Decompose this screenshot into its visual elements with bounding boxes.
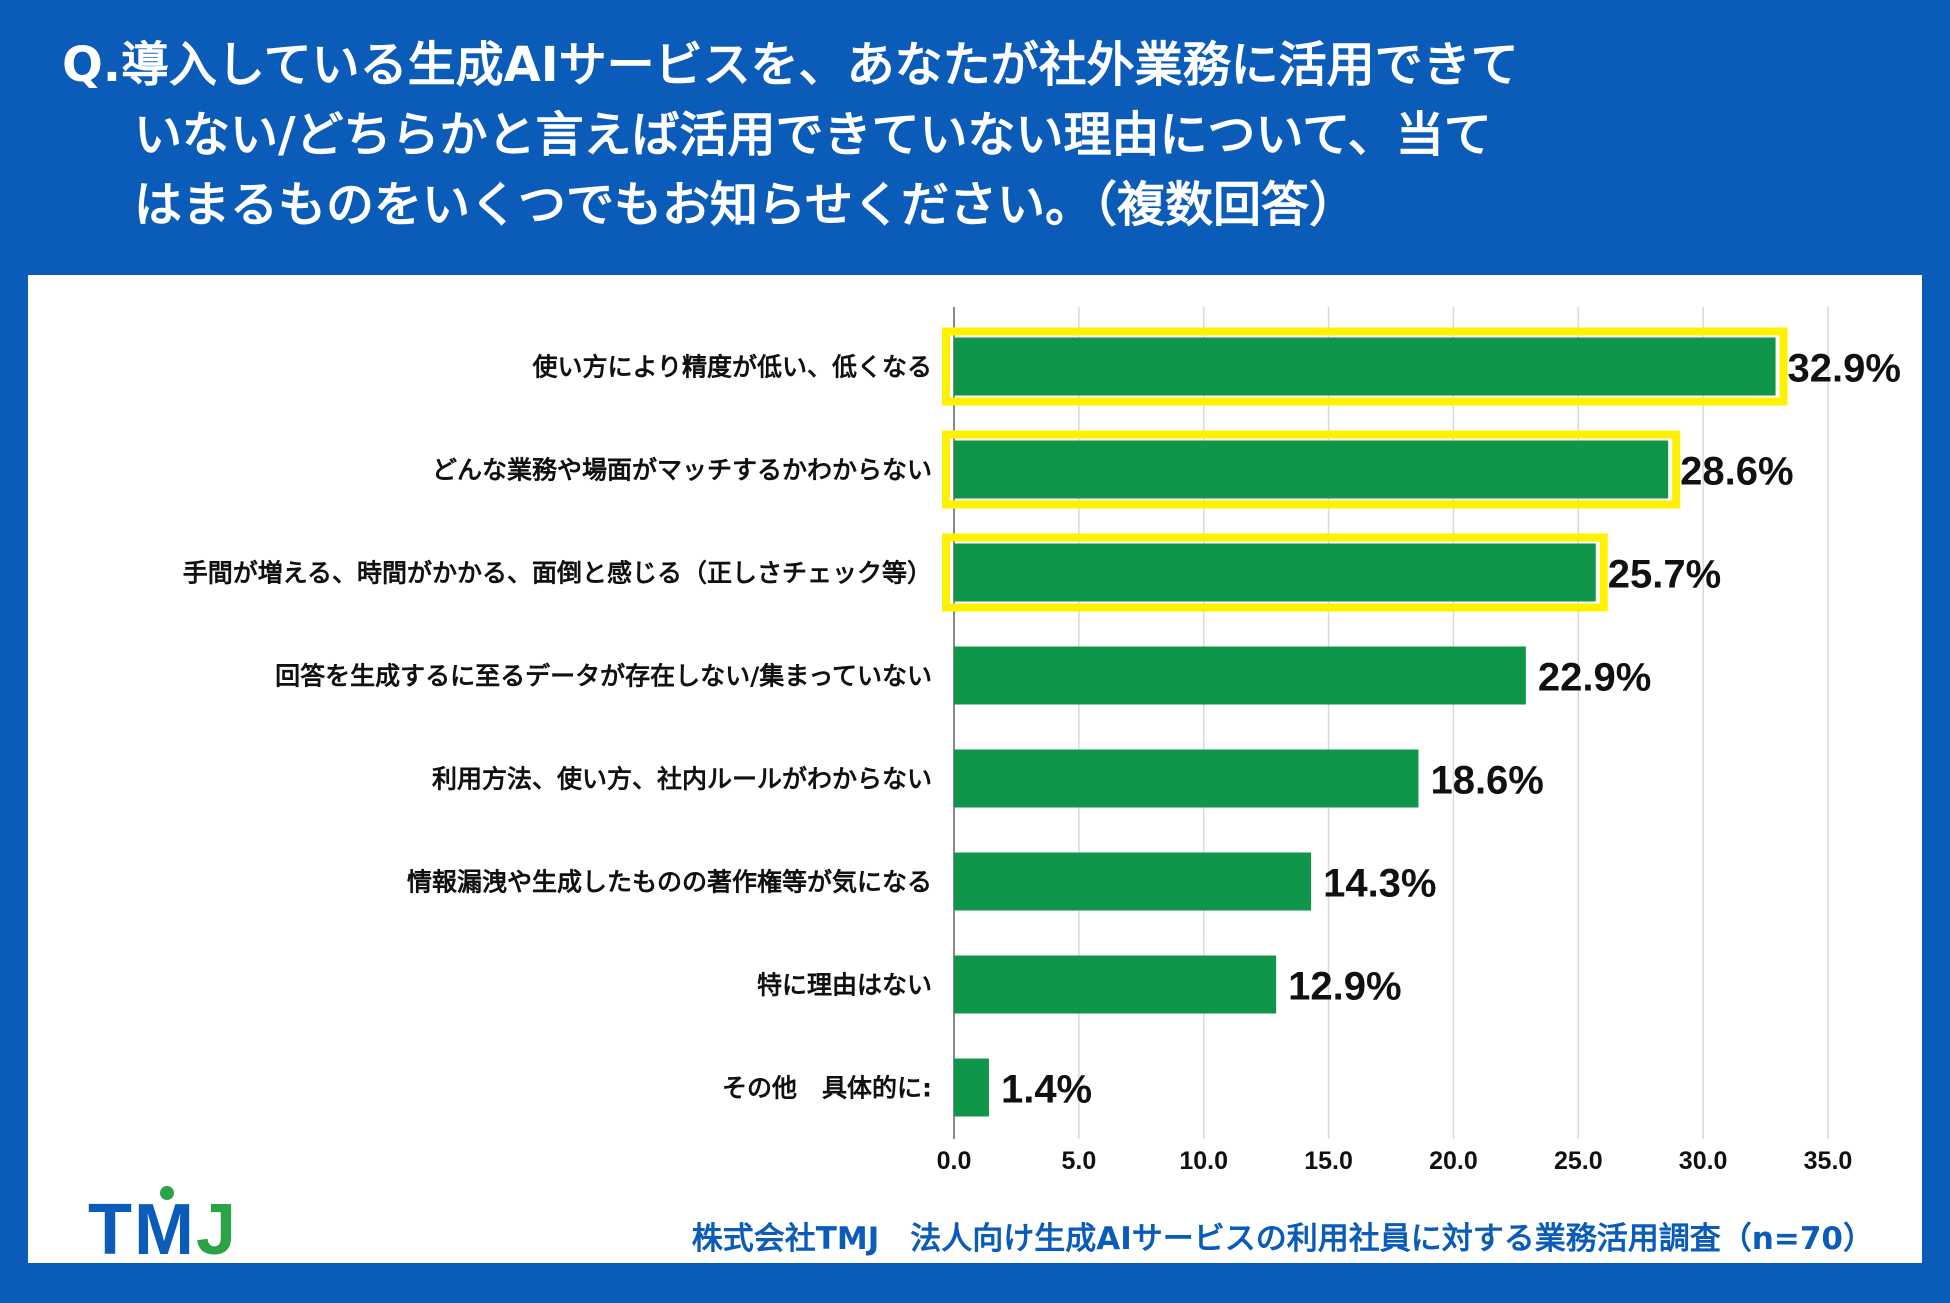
value-label: 12.9% bbox=[1288, 965, 1401, 1009]
category-label: 特に理由はない bbox=[757, 971, 932, 1000]
logo-letter-m-text: M bbox=[133, 1190, 196, 1270]
category-label: 情報漏洩や生成したものの著作権等が気になる bbox=[407, 868, 932, 897]
logo-dot-icon bbox=[159, 1186, 174, 1200]
value-label: 28.6% bbox=[1680, 450, 1793, 494]
bar bbox=[954, 440, 1669, 499]
tmj-logo: T M J bbox=[88, 1186, 239, 1270]
x-tick-label: 25.0 bbox=[1554, 1147, 1603, 1175]
title-line-1: Q.導入している生成AIサービスを、あなたが社外業務に活用できて bbox=[62, 37, 1519, 93]
x-tick-label: 35.0 bbox=[1804, 1147, 1853, 1175]
value-label: 22.9% bbox=[1538, 656, 1651, 700]
category-label: 使い方により精度が低い、低くなる bbox=[531, 353, 932, 382]
value-label: 1.4% bbox=[1001, 1068, 1092, 1112]
highlight-frame bbox=[942, 533, 1608, 612]
bar bbox=[954, 1058, 989, 1117]
x-tick-label: 0.0 bbox=[937, 1147, 972, 1175]
bar bbox=[954, 852, 1312, 911]
x-tick-label: 15.0 bbox=[1304, 1147, 1353, 1175]
value-label: 32.9% bbox=[1788, 347, 1901, 391]
bar bbox=[954, 749, 1419, 808]
bar-chart: 0.0 5.0 10.0 15.0 20.0 25.0 30.0 35.0 使い方により精度が低… bbox=[183, 307, 1901, 1175]
logo-letter-m: M bbox=[134, 1186, 196, 1266]
x-tick-label: 30.0 bbox=[1679, 1147, 1728, 1175]
bar bbox=[954, 646, 1526, 705]
bar bbox=[954, 955, 1277, 1014]
bar bbox=[954, 543, 1596, 602]
bar bbox=[954, 337, 1776, 396]
question-title: Q.導入している生成AIサービスを、あなたが社外業務に活用できて いない/どちら… bbox=[62, 30, 1902, 240]
survey-source: 株式会社TMJ 法人向け生成AIサービスの利用社員に対する業務活用調査（n=70… bbox=[691, 1221, 1874, 1257]
x-tick-label: 5.0 bbox=[1061, 1147, 1096, 1175]
logo-letter-t: T bbox=[88, 1190, 134, 1270]
category-label: その他 具体的に: bbox=[722, 1074, 932, 1103]
chart-panel: 0.0 5.0 10.0 15.0 20.0 25.0 30.0 35.0 使い方により精度が低… bbox=[28, 275, 1922, 1270]
value-label: 14.3% bbox=[1323, 862, 1436, 906]
title-line-2: いない/どちらかと言えば活用できていない理由について、当て bbox=[134, 107, 1492, 163]
logo-letter-j: J bbox=[195, 1190, 239, 1270]
category-label: どんな業務や場面がマッチするかわからない bbox=[432, 456, 932, 485]
x-tick-label: 10.0 bbox=[1179, 1147, 1228, 1175]
value-label: 18.6% bbox=[1430, 759, 1543, 803]
value-label: 25.7% bbox=[1608, 553, 1721, 597]
category-label: 回答を生成するに至るデータが存在しない/集まっていない bbox=[275, 662, 932, 691]
category-label: 手間が増える、時間がかかる、面倒と感じる（正しさチェック等） bbox=[183, 559, 932, 588]
title-line-3: はまるものをいくつでもお知らせください。（複数回答） bbox=[134, 177, 1358, 233]
category-label: 利用方法、使い方、社内ルールがわからない bbox=[432, 765, 932, 794]
highlight-frame bbox=[942, 327, 1788, 406]
highlight-frame bbox=[942, 430, 1681, 509]
x-tick-label: 20.0 bbox=[1429, 1147, 1478, 1175]
